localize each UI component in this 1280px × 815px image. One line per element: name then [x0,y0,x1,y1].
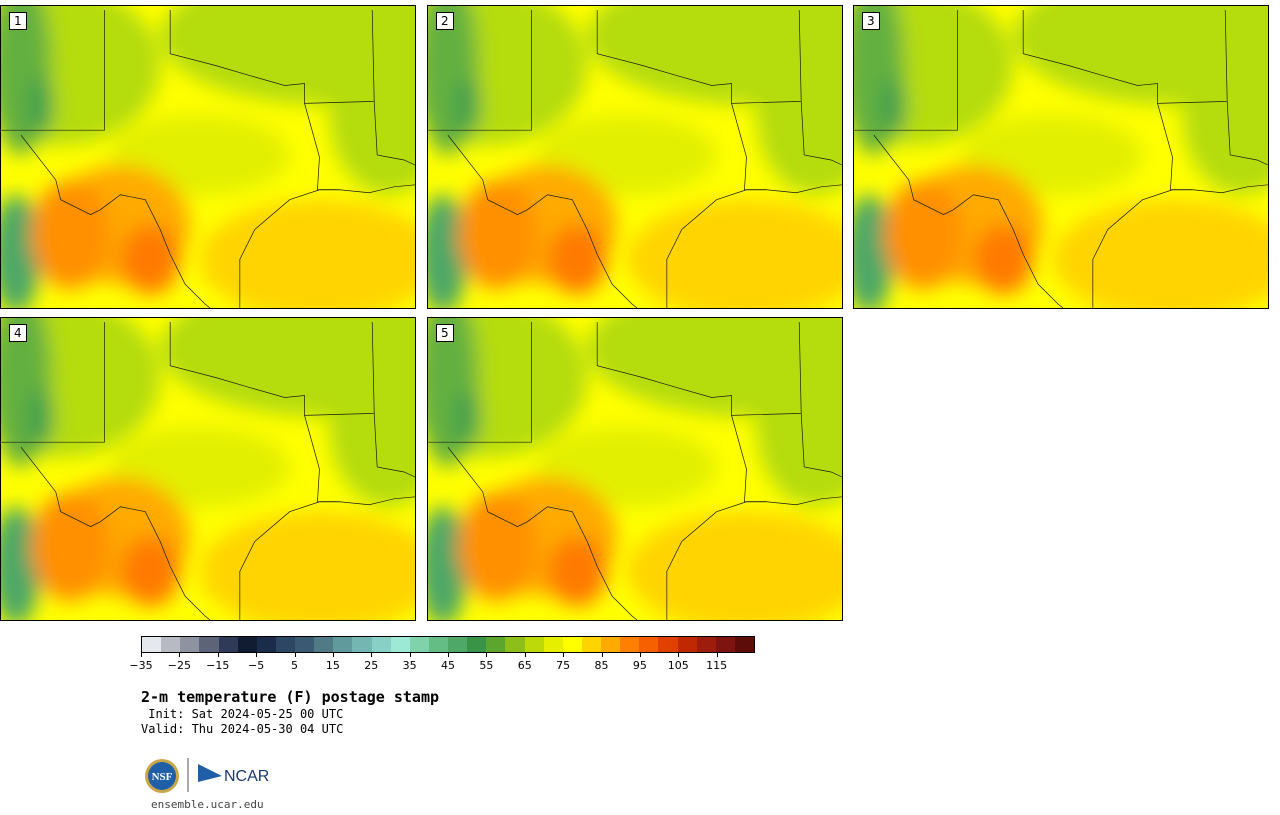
colorbar-segment [505,637,525,652]
colorbar-tick [601,653,603,657]
colorbar-segment [543,637,563,652]
colorbar-segment [581,637,601,652]
colorbar-segment [371,637,391,652]
colorbar-tick-label: 95 [632,659,647,672]
temperature-colorbar [141,636,755,653]
colorbar-tick [486,653,488,657]
website-url: ensemble.ucar.edu [151,798,264,811]
member-number-label: 4 [9,324,27,342]
colorbar-tick-label: 65 [517,659,532,672]
colorbar-tick [524,653,526,657]
colorbar-tick [563,653,565,657]
colorbar-segment [295,637,315,652]
init-time: Init: Sat 2024-05-25 00 UTC [141,707,344,721]
ensemble-member-map-5: 5 [427,317,843,621]
colorbar-tick-label: 85 [594,659,609,672]
colorbar-tick-label: 15 [325,659,340,672]
colorbar-tick [371,653,373,657]
temperature-map [1,318,415,620]
colorbar-segment [237,637,257,652]
colorbar-tick [294,653,296,657]
member-number-label: 1 [9,12,27,30]
colorbar-segment [180,637,200,652]
colorbar-segment [620,637,640,652]
colorbar-segment [734,637,754,652]
ensemble-member-map-2: 2 [427,5,843,309]
colorbar-segment [218,637,238,652]
colorbar-segment [314,637,334,652]
colorbar-tick [332,653,334,657]
temperature-map [1,6,415,308]
colorbar-tick-label: 45 [441,659,455,672]
nsf-logo-text: NSF [152,771,173,783]
temperature-map [428,6,842,308]
colorbar-tick-label: 25 [364,659,379,672]
colorbar-tick [448,653,449,657]
colorbar-tick [256,653,258,657]
colorbar-tick-label: −35 [129,659,153,672]
nsf-logo-icon: NSF [145,759,179,793]
member-number-label: 5 [436,324,454,342]
temperature-map [428,318,842,620]
colorbar-segment [467,637,487,652]
ensemble-member-map-3: 3 [853,5,1269,309]
colorbar-segment [199,637,219,652]
colorbar-segment [486,637,506,652]
colorbar-tick [716,653,718,657]
colorbar-segment [562,637,582,652]
colorbar-tick-label: 115 [706,659,728,672]
member-number-label: 3 [862,12,880,30]
colorbar-segment [333,637,353,652]
colorbar-tick-label: −25 [167,659,191,672]
colorbar-ticks: −35 −25 −15 −5 5 15 25 35 45 55 65 75 85 95 105 115 [129,653,755,673]
colorbar-segment [601,637,621,652]
colorbar-segment [409,637,429,652]
colorbar-tick [409,653,411,657]
ncar-logo-icon: NCAR [198,764,269,785]
colorbar-segment [256,637,276,652]
colorbar-tick-label: −5 [248,659,265,672]
colorbar-tick-label: 5 [291,659,298,672]
colorbar-segment [275,637,295,652]
colorbar-segment [677,637,697,652]
colorbar-tick [179,653,181,657]
sponsor-logos: NSF NCAR [145,758,269,793]
colorbar-tick-label: 55 [479,659,494,672]
colorbar-tick-label: −15 [206,659,230,672]
colorbar-segment [142,637,162,652]
colorbar-segment [161,637,181,652]
valid-time: Valid: Thu 2024-05-30 04 UTC [141,722,344,736]
colorbar-segment [639,637,659,652]
colorbar-segment [696,637,716,652]
colorbar-tick [639,653,641,657]
colorbar-segment [390,637,410,652]
colorbar-tick [141,653,142,657]
colorbar-tick-label: 105 [667,659,689,672]
member-number-label: 2 [436,12,454,30]
ensemble-member-map-1: 1 [0,5,416,309]
ensemble-member-map-4: 4 [0,317,416,621]
ncar-logo-text: NCAR [224,768,269,785]
colorbar-tick-label: 75 [556,659,571,672]
colorbar-segment [715,637,735,652]
colorbar-segment [428,637,448,652]
colorbar-segment [524,637,544,652]
colorbar-tick [217,653,219,657]
colorbar-segment [352,637,372,652]
temperature-map [854,6,1268,308]
colorbar-tick [678,653,680,657]
figure-title: 2-m temperature (F) postage stamp [141,688,440,706]
colorbar-segment [448,637,468,652]
colorbar-tick-label: 35 [402,659,417,672]
colorbar-segment [658,637,678,652]
